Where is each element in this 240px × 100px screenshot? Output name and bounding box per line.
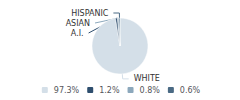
svg-text:A.I.: A.I. xyxy=(71,29,84,38)
svg-text:WHITE: WHITE xyxy=(134,74,160,83)
svg-text:97.3%: 97.3% xyxy=(54,86,80,95)
svg-text:0.6%: 0.6% xyxy=(180,86,201,95)
svg-text:0.8%: 0.8% xyxy=(140,86,161,95)
svg-text:HISPANIC: HISPANIC xyxy=(71,9,109,18)
svg-text:1.2%: 1.2% xyxy=(99,86,120,95)
svg-text:ASIAN: ASIAN xyxy=(66,19,90,28)
